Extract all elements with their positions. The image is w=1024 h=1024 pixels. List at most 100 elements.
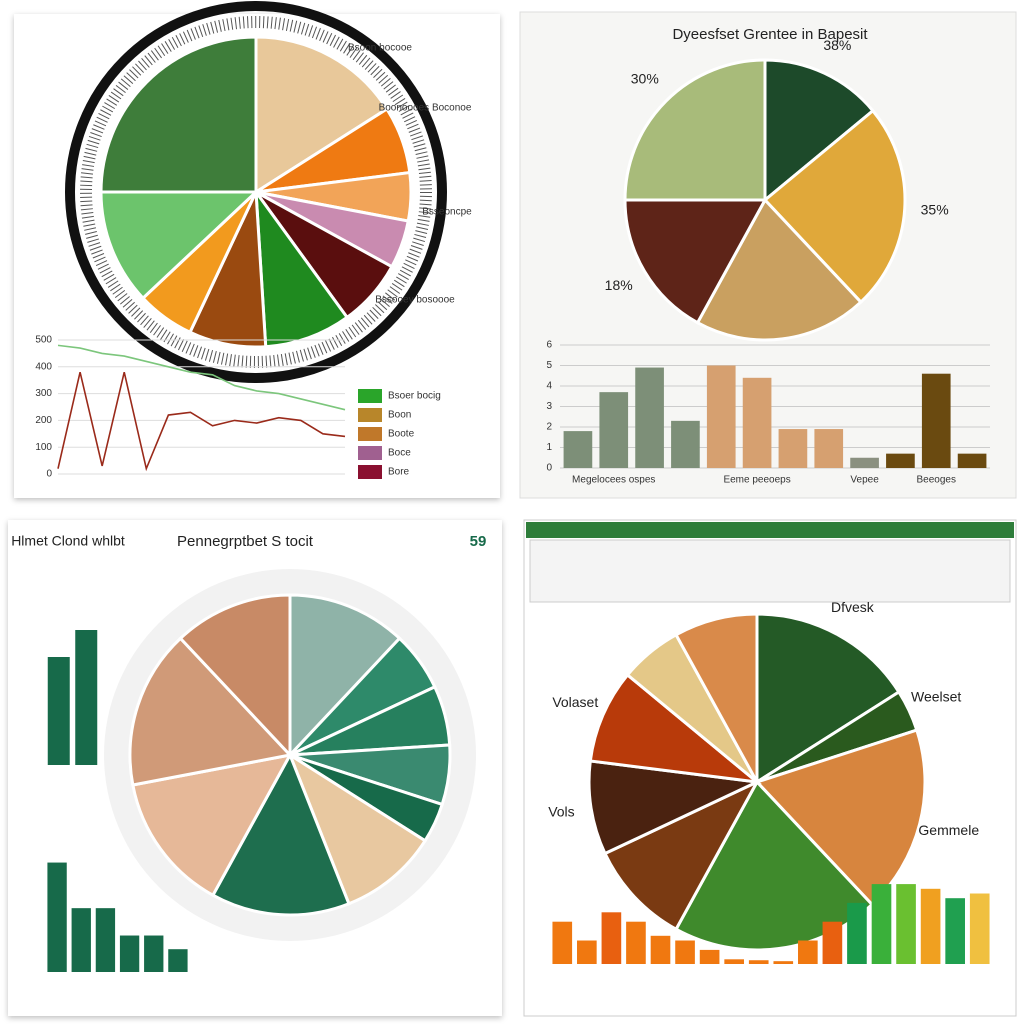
bar bbox=[706, 365, 736, 468]
bar bbox=[671, 420, 700, 468]
legend-label: Bore bbox=[388, 467, 410, 478]
bar bbox=[119, 935, 140, 972]
annotation: Boonoooes Boconoe bbox=[379, 103, 472, 114]
legend-label: Boote bbox=[388, 429, 415, 440]
y-tick-label: 500 bbox=[35, 335, 52, 346]
bar bbox=[626, 921, 646, 964]
bar bbox=[969, 893, 990, 964]
pie-slice bbox=[131, 752, 293, 898]
line-series bbox=[57, 344, 346, 411]
legend-label: Bsoer bocig bbox=[388, 391, 441, 402]
bar bbox=[47, 862, 67, 972]
bar bbox=[599, 392, 629, 468]
legend-swatch bbox=[358, 389, 382, 403]
pie-slice bbox=[210, 751, 351, 917]
annotation: Bsseoncpe bbox=[422, 207, 472, 218]
bar bbox=[699, 949, 720, 964]
bar bbox=[75, 630, 98, 765]
bar bbox=[742, 377, 772, 468]
value-label: 18% bbox=[605, 277, 633, 293]
y-tick-label: 0 bbox=[46, 469, 52, 480]
bar bbox=[945, 898, 965, 964]
y-tick-label: 3 bbox=[546, 401, 552, 412]
bar bbox=[871, 884, 892, 964]
pie-slice bbox=[602, 778, 761, 932]
y-tick-label: 1 bbox=[546, 442, 552, 453]
bar bbox=[724, 959, 744, 964]
bar bbox=[635, 367, 664, 468]
pie-slice bbox=[623, 198, 768, 325]
x-tick-label: Vepee bbox=[850, 475, 879, 486]
y-tick-label: 400 bbox=[35, 361, 52, 372]
legend-swatch bbox=[358, 446, 382, 460]
chart-title: Dyeesfset Grentee in Bapesit bbox=[672, 26, 868, 43]
pie-slice bbox=[178, 593, 292, 759]
value-label: 35% bbox=[921, 201, 949, 217]
annotation: Bsoon bocooe bbox=[348, 43, 412, 54]
bar bbox=[577, 940, 597, 964]
bar bbox=[601, 912, 622, 964]
pie-slice bbox=[695, 197, 863, 342]
pie-slice bbox=[288, 593, 402, 759]
slice-label: Vols bbox=[548, 804, 574, 820]
badge: 59 bbox=[470, 533, 487, 550]
pie-slice bbox=[588, 672, 762, 785]
pie-slice bbox=[128, 636, 293, 787]
pie-slice bbox=[99, 190, 260, 301]
legend-swatch bbox=[358, 427, 382, 441]
bar bbox=[773, 961, 794, 964]
bar bbox=[847, 902, 867, 964]
bar bbox=[822, 921, 843, 964]
legend-swatch bbox=[358, 408, 382, 422]
bar bbox=[814, 429, 844, 468]
y-tick-label: 6 bbox=[546, 340, 552, 351]
pie-slice bbox=[286, 751, 428, 906]
x-tick-label: Eeme peeoeps bbox=[723, 475, 790, 486]
pie-slice bbox=[623, 58, 767, 202]
bar bbox=[47, 657, 70, 765]
legend-label: Boce bbox=[388, 448, 411, 459]
bar bbox=[168, 949, 188, 972]
pie-slice bbox=[254, 186, 350, 349]
bar bbox=[650, 935, 671, 964]
sheet bbox=[529, 539, 1011, 603]
y-tick-label: 0 bbox=[546, 463, 552, 474]
bar bbox=[748, 960, 769, 964]
pie-slice bbox=[254, 35, 389, 195]
pie-slice bbox=[587, 759, 763, 856]
header-bar bbox=[526, 522, 1014, 538]
bar bbox=[886, 453, 915, 468]
pie-ring bbox=[65, 1, 447, 383]
bar bbox=[144, 935, 164, 972]
y-tick-label: 200 bbox=[35, 415, 52, 426]
slice-label: Gemmele bbox=[918, 822, 979, 838]
y-tick-label: 5 bbox=[546, 360, 552, 371]
value-label: 38% bbox=[823, 37, 851, 53]
y-tick-label: 100 bbox=[35, 442, 52, 453]
slice-label: Dfvesk bbox=[831, 599, 875, 615]
bar bbox=[563, 431, 593, 468]
pie-slice bbox=[99, 35, 258, 194]
bar bbox=[920, 888, 941, 964]
bar bbox=[957, 453, 987, 468]
slice-label: Weelset bbox=[911, 688, 961, 704]
chart-title: Pennegrptbet S tocit bbox=[177, 533, 314, 550]
y-tick-label: 4 bbox=[546, 381, 552, 392]
pie-slice bbox=[763, 58, 875, 204]
subtitle: Hlmet Clond whlbt bbox=[11, 533, 125, 549]
x-tick-label: Megelocees ospes bbox=[572, 475, 655, 486]
bar bbox=[675, 940, 695, 964]
legend-swatch bbox=[358, 465, 382, 479]
line-series bbox=[57, 371, 346, 472]
slice-label: Volaset bbox=[552, 694, 598, 710]
pie-slice bbox=[762, 108, 907, 305]
legend-label: Boon bbox=[388, 410, 411, 421]
bar bbox=[850, 457, 879, 468]
bar bbox=[921, 373, 951, 468]
y-tick-label: 2 bbox=[546, 422, 552, 433]
pie-slice bbox=[755, 612, 901, 785]
bar bbox=[798, 940, 818, 964]
annotation: Bssooey bosoooe bbox=[375, 295, 455, 306]
y-tick-label: 300 bbox=[35, 388, 52, 399]
